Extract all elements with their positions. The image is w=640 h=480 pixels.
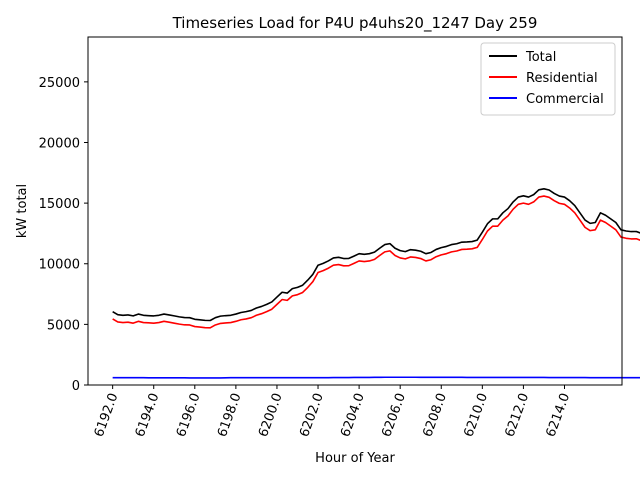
y-tick-label: 0 [72,379,80,394]
y-axis-title: kW total [15,184,30,238]
series-line-total [112,188,640,322]
plot-frame [87,36,623,386]
legend-label-total: Total [525,50,556,65]
legend-label-residential: Residential [526,71,598,86]
y-tick-label: 20000 [39,136,80,151]
chart-title: Timeseries Load for P4U p4uhs20_1247 Day… [172,14,538,33]
legend: Total Residential Commercial [480,42,616,116]
series-line-commercial [112,376,640,379]
x-axis-title: Hour of Year [315,451,395,466]
y-tick-label: 5000 [47,318,80,333]
series-group [112,188,640,379]
legend-label-commercial: Commercial [526,92,604,107]
y-tick-label: 15000 [39,197,80,212]
series-line-residential [112,195,640,329]
y-tick-label: 10000 [39,258,80,273]
y-axis: 0 5000 10000 15000 20000 25000 [39,76,88,394]
y-tick-label: 25000 [39,76,80,91]
